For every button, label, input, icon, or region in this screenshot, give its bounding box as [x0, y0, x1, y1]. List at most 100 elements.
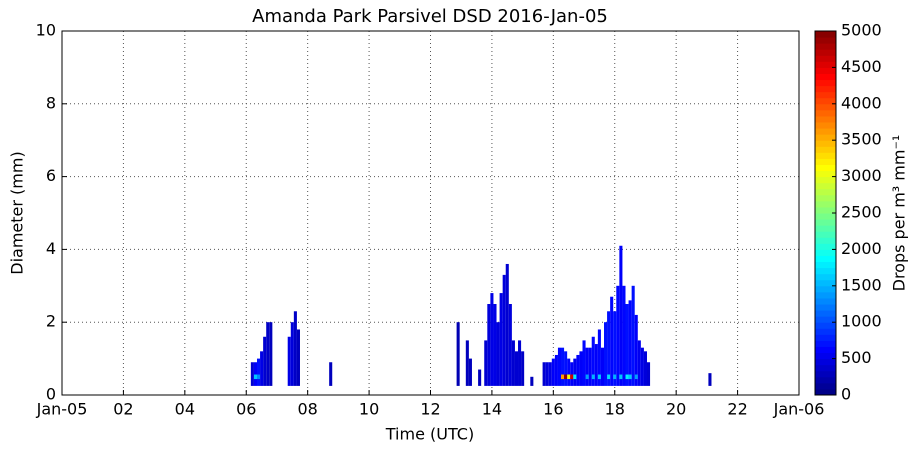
drop-cell: [597, 374, 601, 380]
colorbar-segment: [815, 328, 836, 335]
colorbar-segment: [815, 97, 836, 105]
x-tick-label: 14: [482, 400, 502, 419]
drop-column: [604, 322, 608, 386]
x-tick-label: Jan-06: [773, 400, 825, 419]
drop-column: [646, 362, 651, 386]
drop-column: [554, 354, 558, 386]
drop-cell: [585, 374, 589, 380]
y-tick-label: 0: [46, 385, 56, 404]
colorbar-segment: [815, 194, 836, 202]
x-tick-label: 10: [359, 400, 379, 419]
drop-column: [263, 336, 267, 386]
colorbar-segment: [815, 310, 836, 317]
x-tick-label: 08: [297, 400, 317, 419]
drop-column: [708, 373, 712, 386]
drop-column: [260, 351, 264, 386]
colorbar-segment: [815, 200, 836, 208]
colorbar-segment: [815, 43, 836, 50]
colorbar-tick-label: 0: [841, 385, 851, 404]
drop-cell: [625, 374, 629, 380]
drop-column: [487, 304, 491, 386]
drop-cell: [561, 374, 565, 380]
colorbar-segment: [815, 346, 836, 354]
drop-column: [514, 351, 519, 386]
x-tick-label: 06: [236, 400, 256, 419]
plot-frame: [61, 30, 800, 396]
colorbar-segment: [815, 140, 836, 147]
drop-column: [256, 358, 261, 386]
colorbar-segment: [815, 249, 836, 256]
drop-column: [567, 358, 571, 386]
colorbar-segment: [815, 261, 836, 269]
drop-column: [597, 329, 601, 386]
colorbar-segment: [815, 134, 836, 141]
colorbar-segment: [815, 103, 836, 111]
colorbar-segment: [815, 158, 836, 165]
colorbar-segment: [815, 334, 836, 341]
colorbar-segment: [815, 340, 836, 347]
colorbar-segment: [815, 297, 836, 305]
colorbar-segment: [815, 206, 836, 214]
drop-column: [296, 329, 300, 386]
drop-cell: [619, 374, 623, 380]
colorbar-segment: [815, 164, 836, 172]
drop-column: [269, 322, 273, 386]
drop-column: [579, 351, 583, 386]
colorbar-segment: [815, 152, 836, 159]
colorbar-segment: [815, 37, 836, 44]
drop-column: [561, 347, 565, 386]
colorbar-tick-label: 500: [841, 348, 872, 367]
drop-column: [640, 347, 644, 386]
drop-column: [594, 344, 598, 386]
colorbar-segment: [815, 279, 836, 287]
drop-column: [622, 285, 626, 386]
drop-column: [505, 263, 509, 386]
y-tick-label: 8: [46, 93, 56, 112]
drop-column: [591, 336, 595, 386]
colorbar-segment: [815, 67, 836, 74]
drop-column: [250, 362, 254, 386]
colorbar-segment: [815, 382, 836, 390]
y-tick-label: 10: [36, 21, 56, 40]
colorbar-segment: [815, 85, 836, 93]
colorbar-segment: [815, 49, 836, 56]
drop-column: [502, 274, 506, 386]
colorbar-tick-label: 1000: [841, 312, 882, 331]
drop-column: [588, 347, 592, 386]
colorbar-segment: [815, 358, 836, 366]
drop-cell: [591, 374, 595, 380]
colorbar-segment: [815, 370, 836, 378]
drop-column: [600, 347, 605, 386]
drop-column: [456, 322, 460, 386]
drop-column: [511, 340, 515, 386]
drop-column: [616, 285, 620, 386]
drop-column: [508, 304, 512, 386]
drop-column: [548, 362, 552, 386]
drop-column: [493, 304, 497, 386]
drop-column: [573, 358, 577, 386]
colorbar-segment: [815, 91, 836, 99]
drop-cell: [567, 374, 571, 380]
drop-column: [637, 340, 641, 386]
colorbar-segment: [815, 188, 836, 196]
drop-cell: [256, 374, 261, 380]
x-tick-label: 16: [543, 400, 563, 419]
colorbar-segment: [815, 291, 836, 299]
colorbar-segment: [815, 237, 836, 244]
drop-column: [287, 336, 291, 386]
colorbar-segment: [815, 170, 836, 178]
drop-cell: [573, 374, 577, 380]
colorbar-segment: [815, 273, 836, 281]
colorbar-tick-label: 3000: [841, 166, 882, 185]
colorbar-tick-label: 2000: [841, 239, 882, 258]
x-axis-label: Time (UTC): [385, 425, 474, 444]
drop-column: [576, 354, 580, 386]
x-tick-label: Jan-05: [36, 400, 88, 419]
colorbar-segment: [815, 109, 836, 117]
drop-column: [465, 340, 469, 386]
y-tick-label: 2: [46, 312, 56, 331]
colorbar-segment: [815, 219, 836, 226]
drop-column: [329, 362, 333, 386]
drop-column: [290, 322, 294, 386]
